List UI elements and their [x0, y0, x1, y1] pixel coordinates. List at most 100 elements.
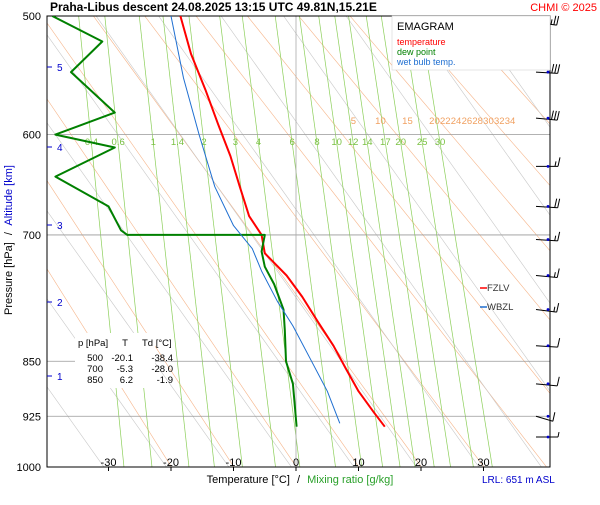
wind-barb-flag: [556, 111, 560, 121]
moist-adiabat: [95, 16, 417, 467]
wind-barb-flag: [554, 64, 558, 74]
moist-adiabat: [47, 386, 105, 467]
temperature-tick-label: 0: [293, 457, 299, 469]
wind-barbs: [535, 15, 561, 439]
altitude-tick-label: 5: [57, 63, 63, 74]
moist-adiabat: [47, 210, 230, 467]
mixing-ratio-line: [274, 16, 336, 467]
wind-barb: [535, 63, 561, 74]
wind-barb-flag: [553, 110, 557, 120]
series-line-temperature: [179, 16, 386, 428]
mixing-ratio-label: 12: [348, 137, 359, 148]
wind-barb: [535, 110, 560, 121]
pressure-tick-label: 925: [23, 411, 41, 423]
dry-adiabat: [144, 16, 485, 467]
altitude-axis: 1 2 3 4 5: [47, 63, 63, 383]
wind-barb-flag: [554, 198, 558, 208]
wind-barb-shaft: [535, 117, 558, 121]
mixing-ratio-line: [334, 16, 401, 467]
wind-barb-dot: [546, 238, 550, 241]
dry-adiabat: [47, 98, 297, 467]
legend-item-temperature: temperature: [397, 37, 446, 47]
wind-barb-flag: [551, 63, 555, 74]
altitude-tick-label: 3: [57, 221, 63, 232]
sounding-series: [51, 16, 386, 428]
moist-adiabat: [283, 16, 550, 392]
summary-header-p: p [hPa]: [78, 338, 108, 349]
wind-barb-dot: [546, 344, 550, 348]
dry-adiabat-label: 30: [483, 116, 494, 127]
mixing-ratio-label: 1.4: [171, 137, 184, 148]
wind-barb-half-flag: [550, 19, 553, 25]
legend-background: [391, 15, 551, 71]
dry-adiabat-label: 15: [402, 116, 413, 127]
wind-barb-flag: [550, 110, 554, 120]
mixing-ratio-line: [219, 16, 276, 467]
wind-barb: [535, 198, 561, 209]
wind-barb-flag: [556, 303, 560, 313]
dry-adiabat-label: 32: [494, 116, 505, 127]
mixing-ratio-label: 10: [331, 137, 342, 148]
wind-barb-dot: [546, 435, 550, 439]
dry-adiabat-label: 20: [429, 116, 440, 127]
wind-barb-shaft: [535, 415, 553, 422]
mixing-ratio-line: [162, 16, 215, 467]
legend-item-dew-point: dew point: [397, 47, 436, 57]
mixing-ratio-label: 0.6: [112, 137, 125, 148]
pressure-tick-label: 850: [23, 356, 41, 368]
wind-barb-flag: [557, 157, 561, 167]
temperature-axis: -30 -20 -10 0 10 20 30: [101, 457, 490, 471]
wind-barb-shaft: [535, 308, 557, 313]
pressure-tick-label: 500: [23, 11, 41, 23]
wind-barb: [536, 431, 560, 439]
dry-adiabat-label: 5: [351, 116, 356, 127]
x-axis-label-temperature: Temperature [°C]: [207, 474, 290, 486]
dry-adiabat-label: 22: [440, 116, 451, 127]
wind-barb-flag: [556, 268, 560, 278]
pressure-tick-label: 1000: [17, 462, 41, 474]
summary-cell: 850: [87, 375, 103, 386]
mixing-ratio-line: [241, 16, 301, 467]
mixing-ratio-label: 25: [417, 137, 428, 148]
moist-adiabat: [345, 16, 550, 304]
x-axis-label-mixing: Mixing ratio [g/kg]: [307, 474, 393, 486]
wind-barb-dot: [546, 70, 550, 74]
mixing-ratio-line: [318, 16, 383, 467]
summary-cell: -28.0: [151, 364, 173, 375]
mixing-ratio-label: 8: [314, 137, 319, 148]
summary-cell: -5.3: [117, 364, 133, 375]
legend-box: EMAGRAM temperature dew point wet bulb t…: [391, 15, 551, 71]
dry-adiabat-label: 10: [375, 116, 386, 127]
wind-barb-flag: [557, 198, 561, 208]
mixing-ratio-label: 3: [233, 137, 238, 148]
summary-header-t: T: [122, 338, 128, 349]
mixing-ratio-label: 17: [380, 137, 391, 148]
dry-adiabat: [47, 268, 172, 467]
summary-cell: 500: [87, 353, 103, 364]
temperature-tick-label: -10: [226, 457, 242, 469]
wind-barb-half-flag: [554, 161, 557, 167]
series-line-dew-point: [51, 16, 298, 427]
dry-adiabat: [47, 180, 235, 467]
pressure-tick-label: 600: [23, 130, 41, 142]
summary-cell: 6.2: [120, 375, 133, 386]
y-axis-label-altitude: Altitude [km]: [3, 165, 15, 226]
mixing-ratio-label: 14: [362, 137, 373, 148]
x-axis-label: Temperature [°C] / Mixing ratio [g/kg]: [207, 474, 394, 486]
summary-header-td: Td [°C]: [142, 338, 172, 349]
wind-barb-shaft: [535, 383, 558, 387]
wind-barb-flag: [556, 376, 560, 386]
mixing-ratio-label: 4: [256, 137, 261, 148]
dry-adiabat: [47, 22, 360, 467]
mixing-ratio-label: 2: [201, 137, 206, 148]
credit-text: CHMI © 2025: [530, 2, 597, 14]
y-axis-label-separator: /: [3, 231, 15, 235]
summary-cell: -20.1: [111, 353, 133, 364]
wind-barb-half-flag: [557, 431, 560, 438]
wind-barb-shaft: [535, 274, 558, 278]
mixing-ratio-line: [188, 16, 243, 467]
mixing-ratio-line: [104, 16, 153, 467]
wind-barb-dot: [546, 414, 550, 418]
temperature-tick-label: 10: [352, 457, 364, 469]
wind-barb-half-flag: [553, 306, 556, 312]
